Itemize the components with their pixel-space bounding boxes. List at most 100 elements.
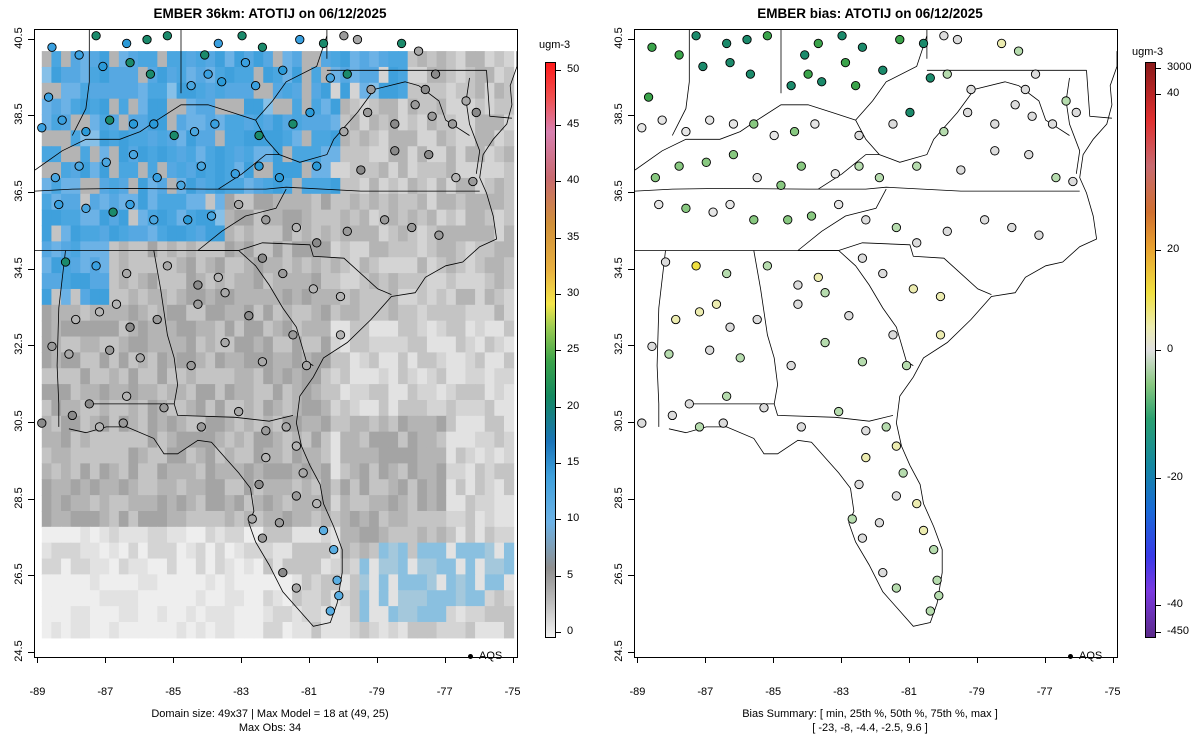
grid-cell <box>484 273 495 290</box>
station-marker <box>854 130 864 141</box>
grid-cell <box>61 590 72 607</box>
station-marker <box>844 311 854 321</box>
grid-cell <box>128 162 139 179</box>
grid-cell <box>311 241 322 258</box>
grid-cell <box>272 479 284 496</box>
grid-cell <box>407 336 418 353</box>
grid-cell <box>89 241 101 258</box>
grid-cell <box>340 273 351 290</box>
grid-cell <box>436 320 447 338</box>
grid-cell <box>455 225 467 242</box>
grid-cell <box>503 193 515 211</box>
grid-cell <box>407 574 418 591</box>
grid-cell <box>128 209 139 227</box>
grid-cell <box>128 352 139 369</box>
grid-cell <box>166 447 178 464</box>
grid-cell <box>195 51 207 68</box>
grid-cell <box>147 368 158 385</box>
grid-cell <box>272 606 284 623</box>
grid-cell <box>321 320 332 338</box>
grid-cell <box>176 368 187 385</box>
grid-cell <box>436 399 447 417</box>
station-marker <box>410 100 420 110</box>
left-colorbar-tick-label: 35 <box>567 231 580 243</box>
grid-cell <box>369 558 380 575</box>
left-legend: AQS <box>468 650 502 662</box>
grid-cell <box>186 542 197 560</box>
grid-cell <box>484 526 495 544</box>
grid-cell <box>253 558 264 575</box>
grid-cell <box>388 574 399 591</box>
grid-cell <box>147 98 158 116</box>
grid-cell <box>215 66 226 84</box>
grid-cell <box>41 352 53 369</box>
grid-cell <box>138 479 149 496</box>
grid-cell <box>311 606 322 623</box>
grid-cell <box>176 526 187 544</box>
grid-cell <box>41 542 53 560</box>
grid-cell <box>340 130 351 147</box>
grid-cell <box>80 320 91 338</box>
grid-cell <box>465 384 476 401</box>
grid-cell <box>41 304 53 322</box>
grid-cell <box>455 114 467 131</box>
grid-cell <box>407 384 418 401</box>
grid-cell <box>215 304 226 322</box>
grid-cell <box>446 574 457 591</box>
grid-cell <box>503 336 515 353</box>
grid-cell <box>166 352 178 369</box>
grid-cell <box>398 336 409 353</box>
grid-cell <box>205 257 216 274</box>
grid-cell <box>426 495 438 512</box>
grid-cell <box>272 447 284 464</box>
grid-cell <box>407 288 418 306</box>
grid-cell <box>118 447 130 464</box>
grid-cell <box>369 479 380 496</box>
grid-cell <box>369 352 380 369</box>
grid-cell <box>330 114 341 131</box>
grid-cell <box>378 526 390 544</box>
grid-cell <box>455 510 467 528</box>
grid-cell <box>263 130 274 147</box>
grid-cell <box>311 51 322 68</box>
grid-cell <box>340 98 351 116</box>
grid-cell <box>109 273 120 290</box>
grid-cell <box>70 209 81 227</box>
station-marker <box>200 50 210 60</box>
grid-cell <box>186 130 197 147</box>
station-marker <box>329 544 339 555</box>
grid-cell <box>166 590 178 607</box>
grid-cell <box>330 273 341 290</box>
grid-cell <box>272 558 284 575</box>
grid-cell <box>272 463 284 480</box>
grid-cell <box>359 51 370 68</box>
grid-cell <box>89 66 101 84</box>
grid-cell <box>176 82 187 100</box>
grid-cell <box>70 574 81 591</box>
grid-cell <box>138 510 149 528</box>
grid-cell <box>494 82 505 100</box>
grid-cell <box>311 352 322 369</box>
grid-cell <box>436 479 447 496</box>
grid-cell <box>330 510 341 528</box>
grid-cell <box>157 621 168 639</box>
grid-cell <box>359 526 370 544</box>
grid-cell <box>166 336 178 353</box>
grid-cell <box>138 304 149 322</box>
grid-cell <box>359 479 370 496</box>
grid-cell <box>80 82 91 100</box>
grid-cell <box>263 162 274 179</box>
right-ytick-mark <box>628 422 634 424</box>
grid-cell <box>349 558 361 575</box>
grid-cell <box>176 336 187 353</box>
left-state-border <box>218 154 280 190</box>
station-marker <box>721 268 732 279</box>
grid-cell <box>224 193 235 211</box>
station-marker <box>47 42 57 52</box>
grid-cell <box>61 193 72 211</box>
grid-cell <box>224 241 235 258</box>
grid-cell <box>99 114 110 131</box>
grid-cell <box>475 51 486 68</box>
grid-cell <box>436 606 447 623</box>
left-xtick-mark <box>105 657 107 663</box>
